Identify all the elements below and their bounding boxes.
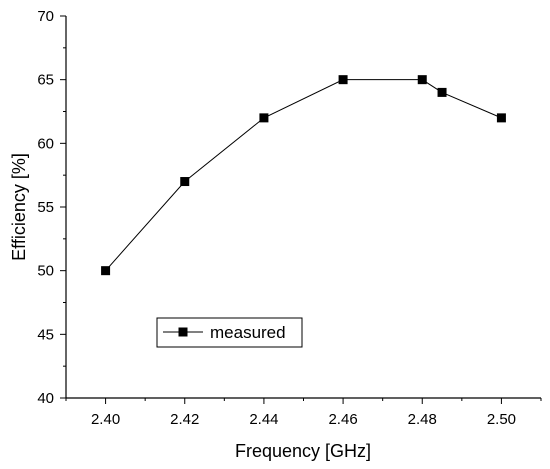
x-tick-label: 2.46 <box>328 411 357 428</box>
y-tick-label: 55 <box>37 199 54 216</box>
legend: measured <box>156 317 303 348</box>
x-tick-label: 2.44 <box>249 411 278 428</box>
x-tick-label: 2.50 <box>487 411 516 428</box>
y-tick-label: 65 <box>37 72 54 89</box>
data-point <box>338 75 348 85</box>
data-point <box>180 177 190 187</box>
data-point <box>259 113 269 123</box>
x-axis-title: Frequency [GHz] <box>235 441 371 461</box>
legend-label-measured: measured <box>210 323 286 342</box>
x-tick-label: 2.42 <box>170 411 199 428</box>
y-tick-label: 50 <box>37 263 54 280</box>
y-tick-label: 40 <box>37 390 54 407</box>
x-ticks: 2.40 2.42 2.44 2.46 2.48 2.50 <box>65 398 542 428</box>
x-tick-label: 2.48 <box>408 411 437 428</box>
data-point <box>417 75 427 85</box>
series-layer <box>101 75 506 276</box>
series-line-measured <box>105 79 502 272</box>
y-tick-label: 45 <box>37 326 54 343</box>
y-tick-label: 60 <box>37 135 54 152</box>
data-point <box>101 266 111 276</box>
data-point <box>496 113 506 123</box>
y-ticks: 40 45 50 55 60 65 70 <box>37 8 66 407</box>
y-axis-title: Efficiency [%] <box>9 153 29 261</box>
y-tick-label: 70 <box>37 8 54 25</box>
axis-frame <box>65 16 541 399</box>
data-point <box>437 87 447 97</box>
x-tick-label: 2.40 <box>91 411 120 428</box>
legend-marker-square <box>178 327 188 337</box>
